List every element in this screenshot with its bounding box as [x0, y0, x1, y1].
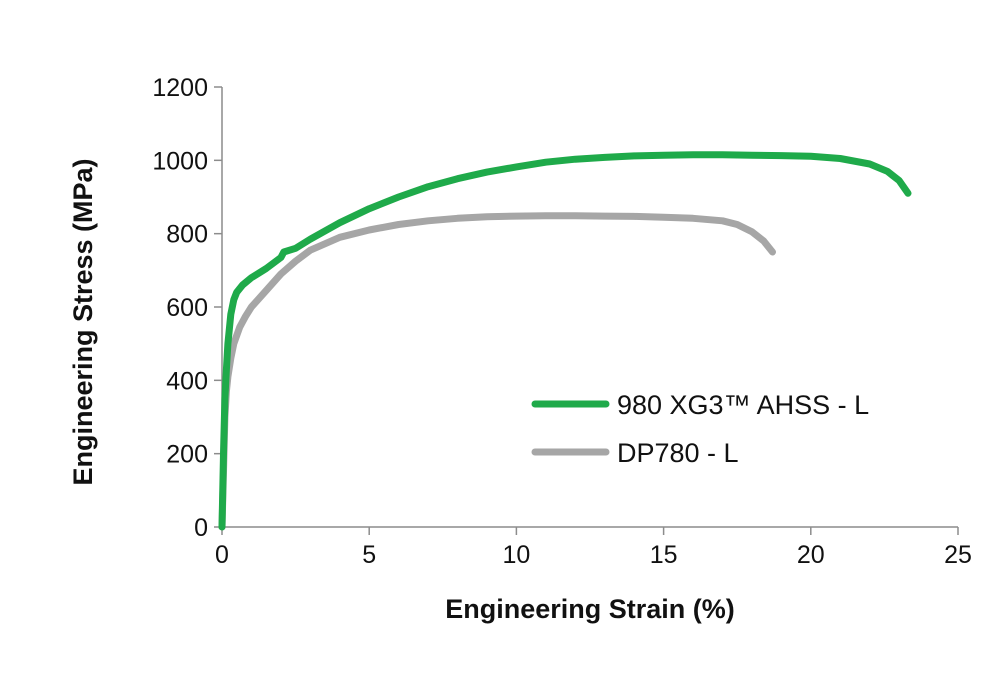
legend-label: DP780 - L	[617, 438, 739, 468]
x-tick-label: 25	[944, 541, 972, 569]
y-tick-label: 400	[166, 367, 208, 395]
x-tick-label: 20	[797, 541, 825, 569]
x-axis-title: Engineering Strain (%)	[445, 594, 735, 624]
legend: 980 XG3™ AHSS - L DP780 - L	[531, 390, 869, 468]
x-tick-label: 5	[362, 541, 376, 569]
y-tick-label: 0	[194, 514, 208, 542]
axes-layer: 0 200 400 600 800 1000 1200 0 5 10 15 20 25	[152, 74, 972, 569]
series-line-dp780-l	[218, 212, 776, 531]
x-tick-label: 0	[215, 541, 229, 569]
series-line-980-xg3-ahss-l	[218, 151, 912, 531]
y-axis-title: Engineering Stress (MPa)	[68, 158, 98, 485]
x-tick-label: 15	[650, 541, 678, 569]
y-tick-label: 600	[166, 294, 208, 322]
x-tick-label: 10	[502, 541, 530, 569]
legend-label: 980 XG3™ AHSS - L	[617, 390, 869, 420]
y-tick-label: 1200	[152, 74, 208, 102]
y-tick-label: 1000	[152, 147, 208, 175]
y-tick-label: 200	[166, 441, 208, 469]
y-tick-label: 800	[166, 221, 208, 249]
series-layer	[218, 151, 912, 531]
